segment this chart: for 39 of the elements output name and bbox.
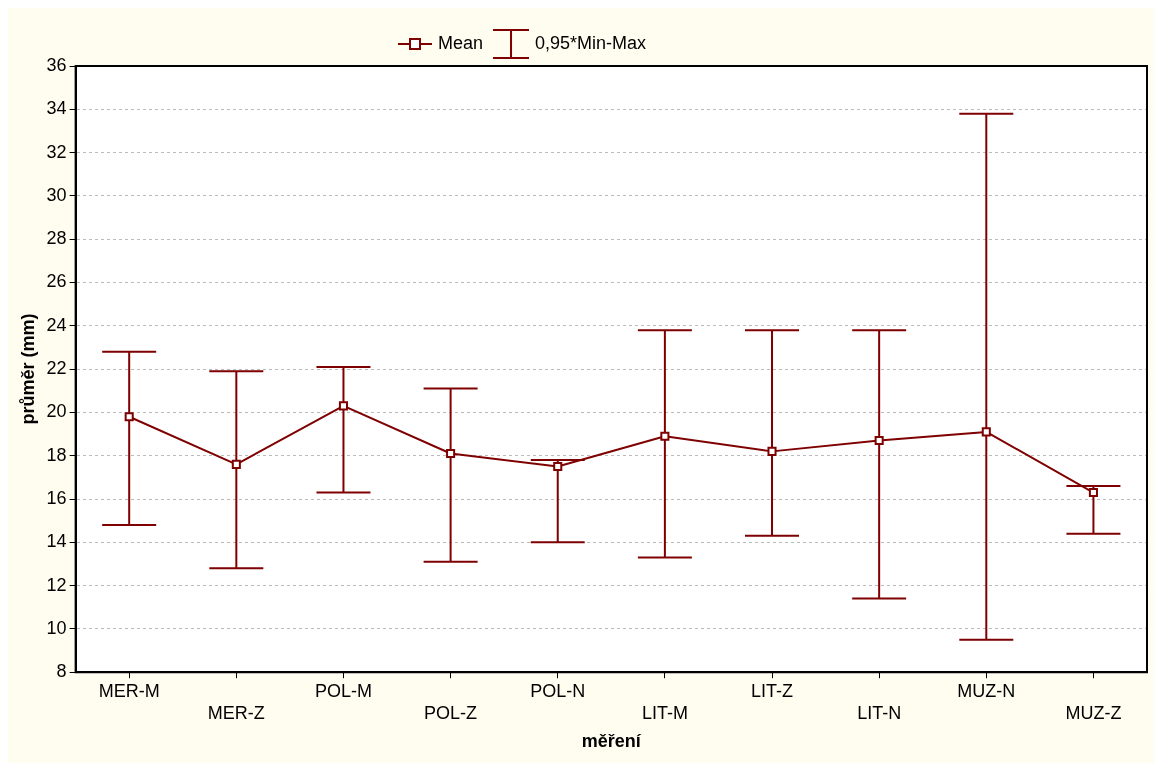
y-tick-label: 14 bbox=[46, 531, 67, 552]
y-tick-label: 34 bbox=[46, 98, 67, 119]
x-tick-label: LIT-Z bbox=[751, 680, 794, 701]
point bbox=[446, 449, 456, 459]
text: 0,95*Min-Max bbox=[535, 32, 647, 53]
point bbox=[338, 401, 348, 411]
y-tick-label: 22 bbox=[46, 358, 67, 379]
point bbox=[660, 431, 670, 441]
x-axis-title: měření bbox=[581, 731, 642, 752]
y-tick-label: 20 bbox=[46, 401, 67, 422]
point bbox=[553, 461, 563, 472]
legend-label: Mean bbox=[438, 32, 484, 53]
x-tick-label: POL-M bbox=[314, 680, 372, 701]
point bbox=[124, 412, 134, 422]
y-tick-label: 18 bbox=[46, 444, 67, 465]
x-tick-label: MUZ-Z bbox=[1065, 702, 1122, 723]
y-tick-label: 10 bbox=[46, 617, 67, 638]
y-axis-title: průměr (mm) bbox=[17, 313, 38, 425]
x-tick-label: MER-Z bbox=[207, 702, 265, 723]
y-tick-label: 16 bbox=[46, 487, 67, 508]
y-tick-label: 12 bbox=[46, 574, 67, 595]
x-tick-label: MUZ-N bbox=[957, 680, 1016, 701]
point bbox=[1088, 487, 1098, 498]
y-tick-label: 8 bbox=[56, 661, 67, 682]
y-tick-label: 28 bbox=[46, 228, 67, 249]
point bbox=[981, 427, 991, 437]
x-tick-label: LIT-M bbox=[641, 702, 688, 723]
y-tick-label: 32 bbox=[46, 141, 67, 162]
y-tick-label: 24 bbox=[46, 314, 67, 335]
x-tick-label: MER-M bbox=[98, 680, 160, 701]
y-tick-label: 30 bbox=[46, 184, 67, 205]
point bbox=[767, 446, 777, 456]
point bbox=[231, 459, 241, 469]
y-tick-label: 26 bbox=[46, 271, 67, 292]
x-tick-label: POL-N bbox=[530, 680, 586, 701]
x-tick-label: POL-Z bbox=[424, 702, 478, 723]
x-tick-label: LIT-N bbox=[857, 702, 902, 723]
point bbox=[874, 436, 884, 446]
y-tick-label: 36 bbox=[46, 54, 67, 75]
